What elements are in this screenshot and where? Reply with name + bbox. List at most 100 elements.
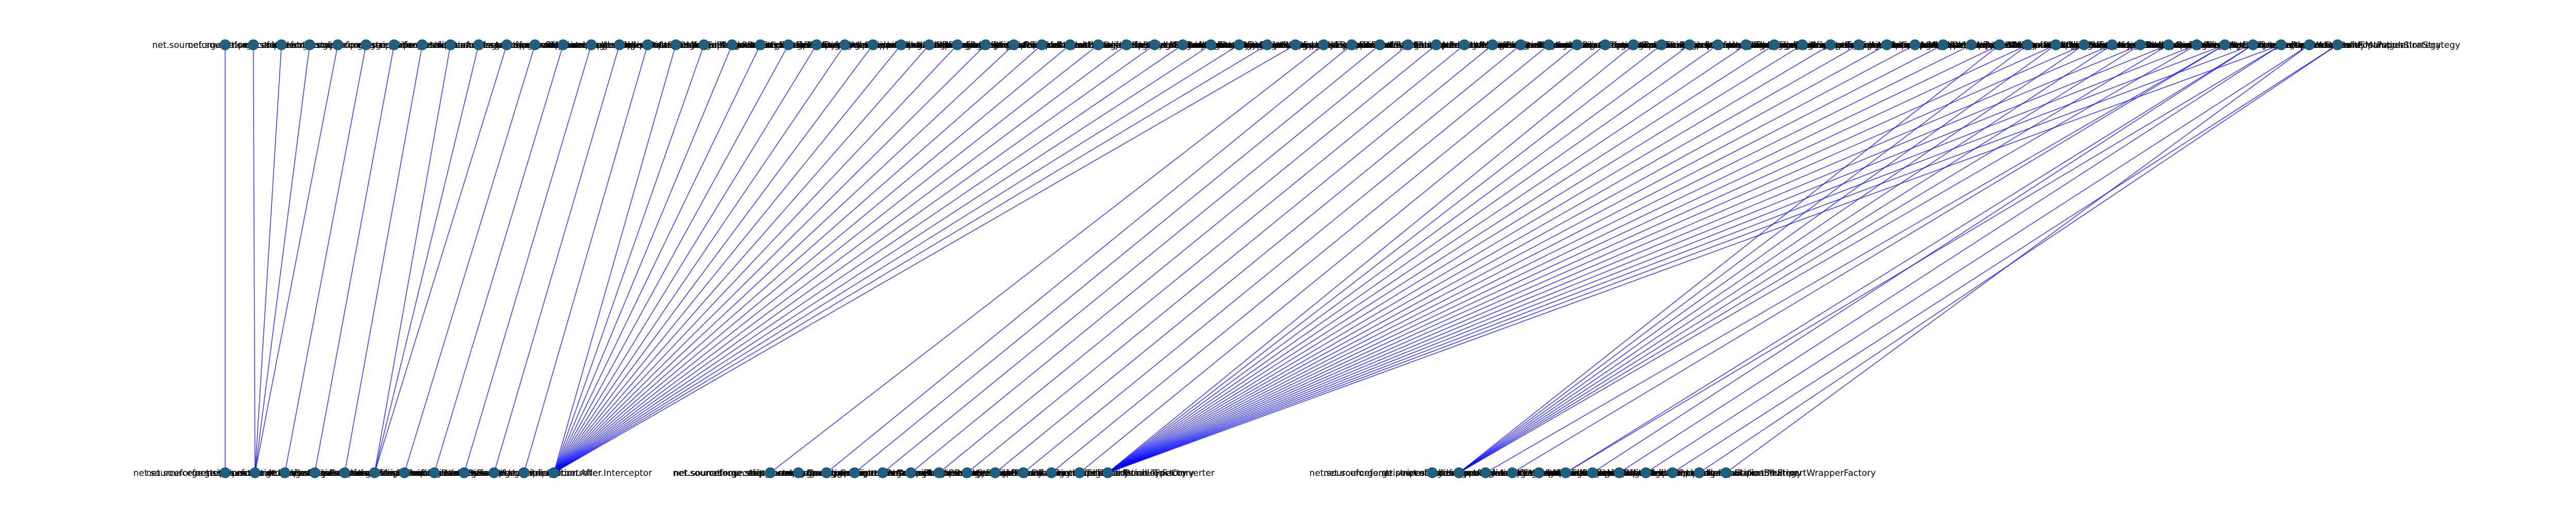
top-46-node[interactable] bbox=[1515, 39, 1527, 50]
top-29-node[interactable] bbox=[1036, 39, 1047, 50]
top-63-node[interactable] bbox=[1994, 39, 2005, 50]
top-35-node[interactable] bbox=[1205, 39, 1216, 50]
top-2-node[interactable] bbox=[276, 39, 287, 50]
top-58-node[interactable] bbox=[1853, 39, 1865, 50]
bottom-36-node[interactable] bbox=[1720, 467, 1732, 478]
bottom-26-node[interactable] bbox=[1453, 467, 1465, 478]
bottom-13-node[interactable] bbox=[793, 467, 804, 478]
bottom-33-node[interactable] bbox=[1640, 467, 1652, 478]
top-28-node[interactable] bbox=[1008, 39, 1020, 50]
top-14-node[interactable] bbox=[614, 39, 625, 50]
bottom-17-node[interactable] bbox=[905, 467, 917, 478]
top-45-node[interactable] bbox=[1487, 39, 1498, 50]
bottom-9-node[interactable] bbox=[488, 467, 500, 478]
bottom-34-node[interactable] bbox=[1667, 467, 1678, 478]
bottom-32-node[interactable] bbox=[1614, 467, 1625, 478]
top-30-node[interactable] bbox=[1064, 39, 1076, 50]
bottom-20-node[interactable] bbox=[990, 467, 1001, 478]
bottom-4-node[interactable] bbox=[339, 467, 350, 478]
top-57-node[interactable] bbox=[1825, 39, 1836, 50]
top-31-node[interactable] bbox=[1093, 39, 1104, 50]
top-27-node[interactable] bbox=[980, 39, 991, 50]
top-16-node[interactable] bbox=[670, 39, 682, 50]
bottom-16-node[interactable] bbox=[877, 467, 888, 478]
top-12-node[interactable] bbox=[557, 39, 569, 50]
top-59-node[interactable] bbox=[1881, 39, 1892, 50]
bottom-1-node[interactable] bbox=[249, 467, 261, 478]
top-70-node[interactable] bbox=[2191, 39, 2202, 50]
bottom-3-node[interactable] bbox=[309, 467, 320, 478]
bottom-8-node[interactable] bbox=[459, 467, 470, 478]
bottom-14-node[interactable] bbox=[821, 467, 832, 478]
top-42-node[interactable] bbox=[1402, 39, 1414, 50]
bottom-29-node[interactable] bbox=[1533, 467, 1545, 478]
top-66-node[interactable] bbox=[2078, 39, 2090, 50]
top-21-node[interactable] bbox=[811, 39, 822, 50]
top-18-node[interactable] bbox=[726, 39, 738, 50]
bottom-0-node[interactable] bbox=[219, 467, 231, 478]
bottom-21-node[interactable] bbox=[1018, 467, 1029, 478]
top-49-node[interactable] bbox=[1600, 39, 1611, 50]
bottom-28-node[interactable] bbox=[1506, 467, 1518, 478]
top-1-node[interactable] bbox=[248, 39, 259, 50]
bottom-31-node[interactable] bbox=[1587, 467, 1598, 478]
top-43-node[interactable] bbox=[1431, 39, 1442, 50]
top-8-node[interactable] bbox=[445, 39, 456, 50]
bottom-18-node[interactable] bbox=[934, 467, 944, 478]
top-3-node[interactable] bbox=[304, 39, 315, 50]
top-10-node[interactable] bbox=[501, 39, 513, 50]
top-72-node[interactable] bbox=[2247, 39, 2259, 50]
top-50-node[interactable] bbox=[1628, 39, 1639, 50]
top-4-node[interactable] bbox=[332, 39, 344, 50]
top-22-node[interactable] bbox=[839, 39, 851, 50]
top-69-node[interactable] bbox=[2163, 39, 2174, 50]
top-6-node[interactable] bbox=[388, 39, 400, 50]
top-19-node[interactable] bbox=[755, 39, 766, 50]
top-39-node[interactable] bbox=[1318, 39, 1329, 50]
top-24-node[interactable] bbox=[895, 39, 907, 50]
top-53-node[interactable] bbox=[1712, 39, 1723, 50]
top-26-node[interactable] bbox=[952, 39, 963, 50]
bottom-30-node[interactable] bbox=[1560, 467, 1571, 478]
top-68-node[interactable] bbox=[2134, 39, 2146, 50]
top-61-node[interactable] bbox=[1938, 39, 1949, 50]
top-32-node[interactable] bbox=[1121, 39, 1132, 50]
top-60-node[interactable] bbox=[1909, 39, 1921, 50]
top-20-node[interactable] bbox=[783, 39, 794, 50]
bottom-7-node[interactable] bbox=[429, 467, 440, 478]
top-48-node[interactable] bbox=[1571, 39, 1583, 50]
top-7-node[interactable] bbox=[417, 39, 428, 50]
top-74-node[interactable] bbox=[2303, 39, 2315, 50]
top-36-node[interactable] bbox=[1233, 39, 1245, 50]
top-54-node[interactable] bbox=[1740, 39, 1752, 50]
bottom-23-node[interactable] bbox=[1074, 467, 1085, 478]
bottom-15-node[interactable] bbox=[849, 467, 860, 478]
bottom-25-node[interactable] bbox=[1427, 467, 1438, 478]
top-67-node[interactable] bbox=[2107, 39, 2118, 50]
bottom-35-node[interactable] bbox=[1693, 467, 1705, 478]
bottom-10-node[interactable] bbox=[518, 467, 530, 478]
bottom-5-node[interactable] bbox=[369, 467, 380, 478]
bottom-2-node[interactable] bbox=[279, 467, 291, 478]
top-44-node[interactable] bbox=[1459, 39, 1470, 50]
bottom-12-node[interactable] bbox=[765, 467, 776, 478]
top-17-node[interactable] bbox=[698, 39, 709, 50]
top-62-node[interactable] bbox=[1965, 39, 1977, 50]
top-0-node[interactable] bbox=[219, 39, 231, 50]
top-65-node[interactable] bbox=[2050, 39, 2061, 50]
top-64-node[interactable] bbox=[2022, 39, 2033, 50]
bottom-19-node[interactable] bbox=[961, 467, 973, 478]
top-15-node[interactable] bbox=[642, 39, 653, 50]
top-40-node[interactable] bbox=[1346, 39, 1358, 50]
top-71-node[interactable] bbox=[2219, 39, 2230, 50]
bottom-11-node[interactable] bbox=[548, 467, 560, 478]
top-11-node[interactable] bbox=[529, 39, 540, 50]
top-52-node[interactable] bbox=[1684, 39, 1696, 50]
top-75-node[interactable] bbox=[2332, 39, 2343, 50]
top-37-node[interactable] bbox=[1262, 39, 1273, 50]
top-13-node[interactable] bbox=[586, 39, 597, 50]
top-34-node[interactable] bbox=[1177, 39, 1189, 50]
top-9-node[interactable] bbox=[473, 39, 484, 50]
top-47-node[interactable] bbox=[1543, 39, 1554, 50]
top-23-node[interactable] bbox=[867, 39, 878, 50]
